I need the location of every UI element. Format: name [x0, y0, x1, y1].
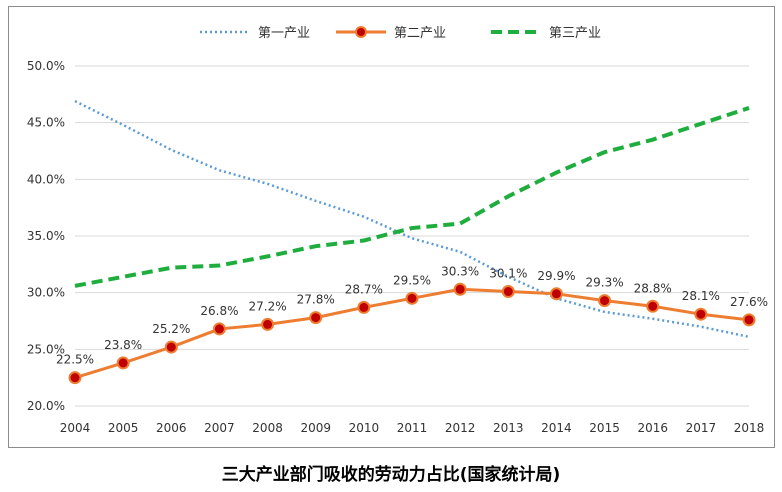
data-point: [309, 311, 323, 325]
data-point: [68, 371, 82, 385]
x-tick-label: 2005: [108, 421, 139, 435]
axis-layer: 20.0% 25.0% 30.0% 35.0% 40.0% 45.0% 50.0% 2004 2…: [27, 59, 764, 435]
legend: 第一产业 第二产业 第三产业: [200, 26, 601, 41]
legend-label: 第一产业: [258, 26, 310, 41]
y-tick-label: 45.0%: [27, 116, 65, 130]
x-tick-label: 2013: [493, 421, 524, 435]
data-point: [357, 300, 371, 314]
data-label: 29.3%: [586, 276, 624, 290]
x-tick-label: 2017: [686, 421, 717, 435]
x-tick-label: 2010: [349, 421, 380, 435]
x-tick-label: 2008: [252, 421, 283, 435]
chart-frame: 20.0% 25.0% 30.0% 35.0% 40.0% 45.0% 50.0% 2004 2…: [8, 6, 775, 448]
data-label: 25.2%: [152, 322, 190, 336]
data-label: 30.3%: [441, 264, 479, 278]
x-tick-label: 2015: [589, 421, 620, 435]
x-tick-label: 2007: [204, 421, 235, 435]
data-point: [549, 287, 563, 301]
chart-svg: 20.0% 25.0% 30.0% 35.0% 40.0% 45.0% 50.0% 2004 2…: [27, 26, 768, 435]
x-tick-label: 2006: [156, 421, 187, 435]
data-label: 30.1%: [489, 267, 527, 281]
y-tick-label: 20.0%: [27, 399, 65, 413]
data-label: 29.5%: [393, 273, 431, 287]
data-label: 28.7%: [345, 282, 383, 296]
label-layer: 22.5% 23.8% 25.2% 26.8% 27.2% 27.8% 28.7% 29.5%…: [56, 264, 768, 366]
data-point: [212, 322, 226, 336]
data-label: 23.8%: [104, 338, 142, 352]
data-point: [116, 356, 130, 370]
y-tick-label: 35.0%: [27, 229, 65, 243]
data-point: [742, 313, 756, 327]
data-label: 22.5%: [56, 353, 94, 367]
series-layer: [68, 100, 756, 385]
data-point: [164, 340, 178, 354]
data-label: 27.8%: [297, 293, 335, 307]
x-tick-label: 2012: [445, 421, 476, 435]
data-point: [501, 285, 515, 299]
legend-label: 第二产业: [394, 26, 446, 41]
x-tick-label: 2009: [300, 421, 331, 435]
y-tick-label: 40.0%: [27, 172, 65, 186]
x-tick-label: 2004: [60, 421, 91, 435]
x-tick-label: 2011: [397, 421, 428, 435]
legend-label: 第三产业: [549, 26, 601, 41]
legend-marker: [355, 26, 367, 38]
data-point: [646, 299, 660, 313]
data-point: [261, 317, 275, 331]
y-tick-label: 30.0%: [27, 286, 65, 300]
data-label: 27.2%: [249, 299, 287, 313]
data-point: [598, 294, 612, 308]
chart-title: 三大产业部门吸收的劳动力占比(国家统计局): [221, 465, 561, 485]
y-tick-label: 50.0%: [27, 59, 65, 73]
y-tick-label: 25.0%: [27, 342, 65, 356]
data-point: [405, 291, 419, 305]
data-label: 28.1%: [682, 289, 720, 303]
data-label: 26.8%: [200, 304, 238, 318]
series-line-1: [74, 100, 750, 339]
data-point: [453, 282, 467, 296]
grid-layer: [75, 65, 749, 407]
data-label: 27.6%: [730, 295, 768, 309]
x-tick-label: 2018: [734, 421, 765, 435]
data-point: [694, 307, 708, 321]
series-line-3: [74, 106, 750, 288]
x-tick-label: 2016: [637, 421, 668, 435]
x-tick-label: 2014: [541, 421, 572, 435]
data-label: 28.8%: [634, 281, 672, 295]
data-label: 29.9%: [537, 269, 575, 283]
